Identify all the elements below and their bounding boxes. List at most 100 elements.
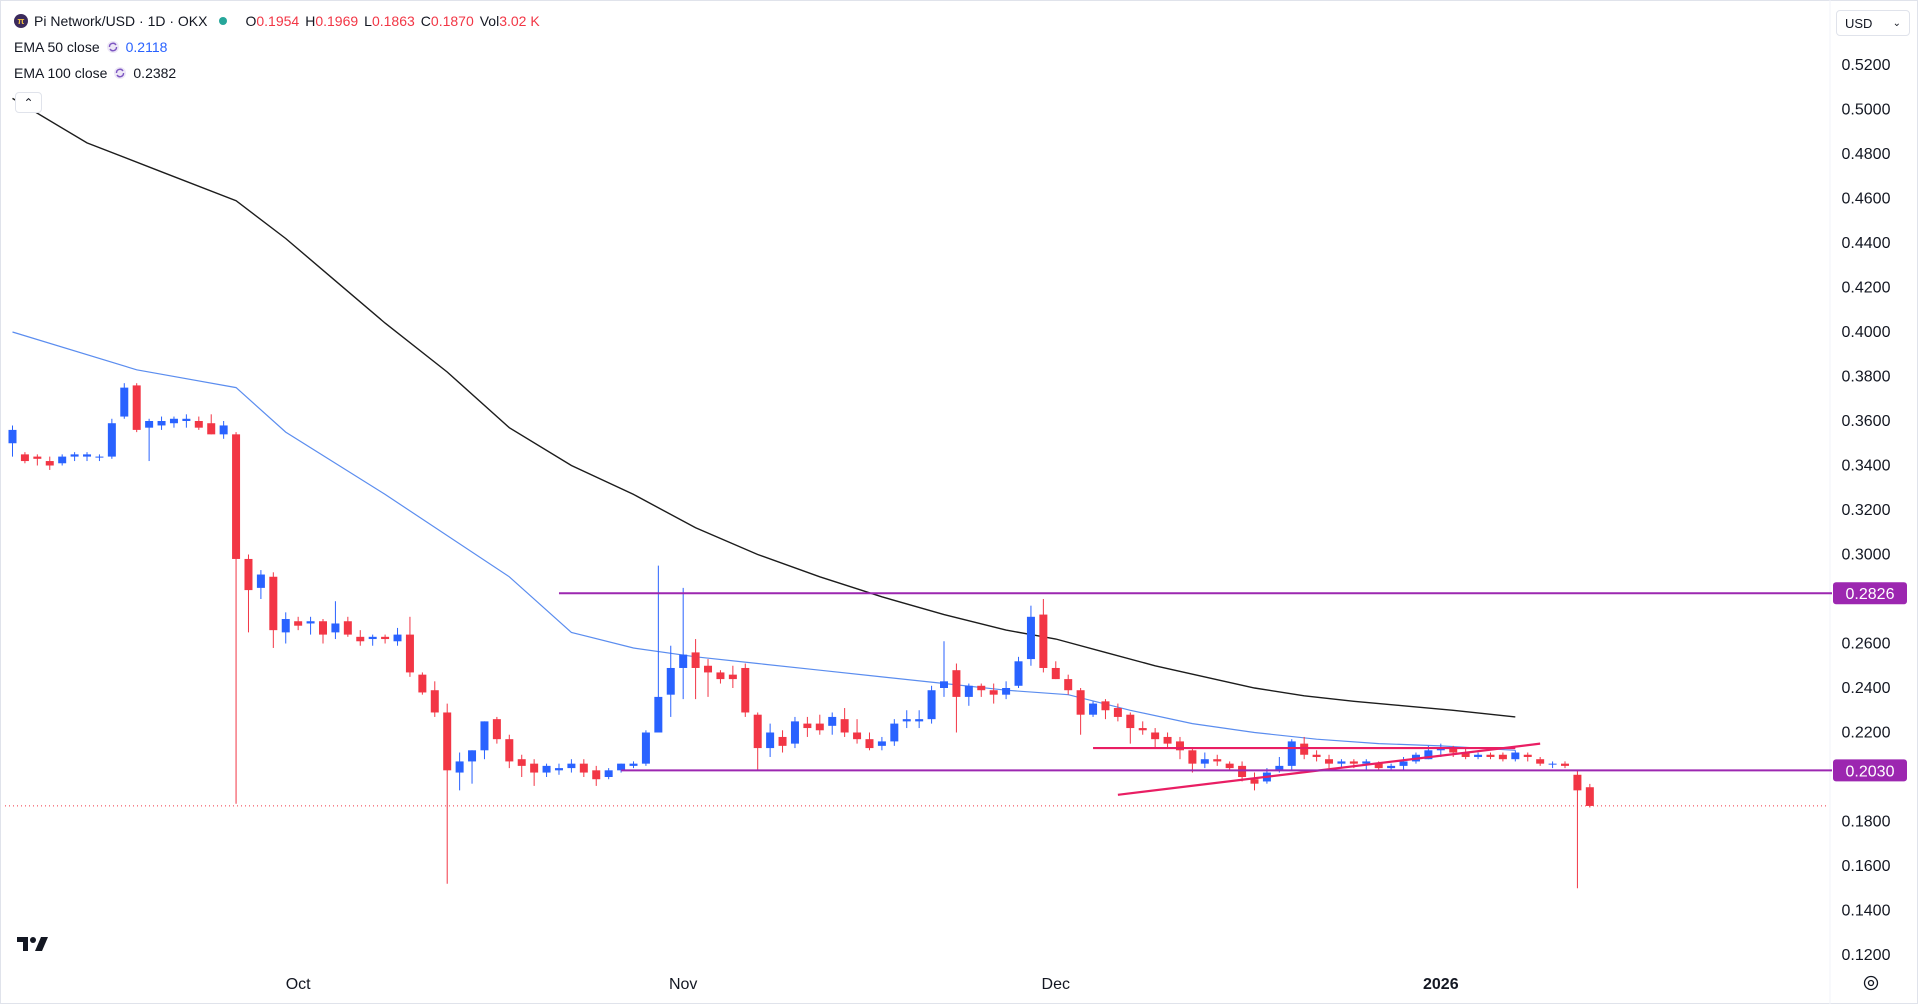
y-tick-label: 0.5000 (1842, 102, 1891, 119)
candle-body (1200, 759, 1209, 764)
candle-body (554, 768, 563, 771)
candle-body (244, 558, 253, 591)
ohlc-value: 0.1863 (371, 13, 415, 29)
candle-body (331, 623, 340, 633)
candle-body (1138, 728, 1147, 731)
y-tick-label: 0.1200 (1842, 947, 1891, 964)
candle-body (107, 423, 116, 457)
collapse-legend-button[interactable]: ⌃ (15, 92, 42, 113)
candle-body (455, 761, 464, 773)
ohlc-key: O (245, 13, 257, 29)
y-tick-label: 0.3400 (1842, 458, 1891, 475)
candle-body (269, 576, 278, 631)
candle-body (1374, 763, 1383, 769)
ema100-label: EMA 100 close (14, 65, 108, 81)
candle-body (83, 454, 92, 457)
candle-body (443, 712, 452, 771)
candle-body (207, 423, 216, 435)
candle-body (815, 723, 824, 731)
candle-body (1536, 759, 1545, 764)
candle-body (604, 770, 613, 777)
candle-body (1449, 748, 1458, 753)
candle-body (343, 621, 352, 635)
triangle-trendline (1117, 742, 1541, 796)
tradingview-logo[interactable] (17, 932, 49, 958)
candle-body (281, 619, 290, 633)
candle-body (1349, 761, 1358, 764)
ema100-line (12, 97, 1516, 718)
candle-body (828, 716, 837, 726)
settings-icon[interactable] (1862, 974, 1880, 992)
chevron-down-icon: ⌄ (1892, 17, 1901, 29)
currency-selector[interactable]: USD ⌄ (1836, 10, 1910, 36)
ema100-legend[interactable]: EMA 100 close 0.2382 (14, 65, 176, 81)
candle-body (468, 750, 477, 762)
candle-body (1213, 759, 1222, 762)
candle-body (8, 429, 17, 444)
candle-body (1250, 779, 1259, 784)
candle-body (194, 421, 203, 428)
candle-body (1387, 765, 1396, 769)
ohlc-key: L (364, 13, 372, 29)
candle-body (1238, 765, 1247, 777)
pi-network-icon: π (14, 14, 28, 28)
candle-body (306, 621, 315, 624)
candle-body (1089, 703, 1098, 715)
level-price-label: 0.2030 (1846, 763, 1895, 780)
candle-body (940, 681, 948, 688)
candle-body (753, 714, 762, 749)
candle-body (530, 763, 539, 773)
candle-body (654, 696, 663, 733)
candle-body (778, 736, 787, 746)
candle-body (1188, 750, 1197, 764)
candle-body (877, 741, 886, 746)
ema50-value: 0.2118 (125, 39, 168, 55)
y-tick-label: 0.4400 (1842, 235, 1891, 252)
ohlc-value: 0.1969 (315, 13, 359, 29)
symbol-title: Pi Network/USD · 1D · OKX (34, 13, 208, 29)
candle-body (679, 654, 688, 668)
candle-body (157, 421, 166, 426)
candle-body (592, 770, 601, 780)
source-cycle-icon[interactable] (106, 40, 120, 54)
candle-body (1064, 679, 1073, 691)
y-tick-label: 0.1400 (1842, 903, 1891, 920)
ema50-legend[interactable]: EMA 50 close 0.2118 (14, 39, 167, 55)
candle-body (1113, 708, 1122, 717)
ema100-value: 0.2382 (133, 65, 177, 81)
candle-body (977, 685, 986, 691)
ohlc-key: C (420, 13, 431, 29)
candle-body (70, 454, 79, 457)
chevron-up-icon: ⌃ (23, 95, 34, 110)
candle-body (853, 732, 862, 740)
candle-body (666, 667, 675, 695)
candle-body (381, 636, 390, 640)
candle-body (505, 739, 514, 762)
candle-body (1573, 774, 1582, 791)
candle-body (256, 574, 265, 588)
candle-body (120, 387, 129, 417)
candle-body (1287, 741, 1296, 766)
ema50-line (12, 331, 1516, 751)
candle-body (1424, 750, 1433, 760)
ohlc-values: O0.1954 H0.1969 L0.1863 C0.1870 Vol3.02 K (239, 13, 539, 29)
y-tick-label: 0.3800 (1842, 369, 1891, 386)
y-tick-label: 0.2400 (1842, 680, 1891, 697)
y-tick-label: 0.1800 (1842, 814, 1891, 831)
candle-body (1561, 763, 1569, 766)
candle-body (1337, 761, 1346, 764)
candle-body (1014, 661, 1023, 686)
y-tick-label: 0.5200 (1842, 57, 1891, 74)
level-price-tag (1833, 582, 1907, 605)
candle-body (1101, 701, 1110, 711)
candle-body (393, 634, 402, 642)
y-tick-label: 0.2600 (1842, 636, 1891, 653)
source-cycle-icon[interactable] (113, 66, 127, 80)
candle-body (1163, 736, 1172, 744)
symbol-legend[interactable]: π Pi Network/USD · 1D · OKX O0.1954 H0.19… (14, 13, 540, 29)
candle-body (33, 456, 42, 459)
candle-body (803, 723, 812, 729)
x-tick-label: Oct (286, 976, 311, 993)
